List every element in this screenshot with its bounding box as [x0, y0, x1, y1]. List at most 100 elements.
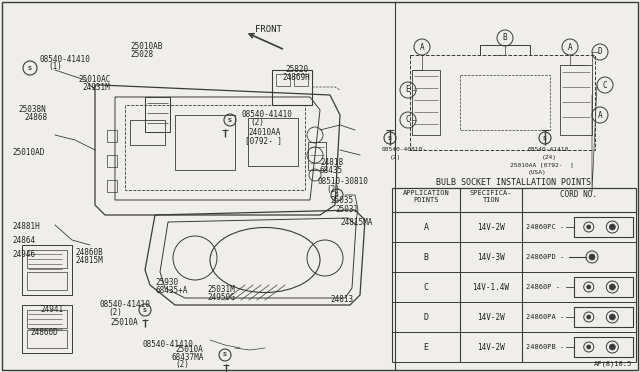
Bar: [22, 245, 72, 295]
Bar: [130, 120, 165, 145]
Bar: [308, 142, 326, 170]
Text: 68435+A: 68435+A: [155, 286, 188, 295]
Text: 08540-40810-: 08540-40810-: [382, 147, 427, 152]
Text: 24860P -: 24860P -: [526, 284, 560, 290]
Text: A: A: [424, 222, 429, 231]
Circle shape: [609, 284, 615, 290]
Text: [0792- ]: [0792- ]: [245, 136, 282, 145]
Text: 25930: 25930: [155, 278, 178, 287]
Text: 08510-30810: 08510-30810: [318, 177, 369, 186]
Text: D: D: [424, 312, 429, 321]
Text: SPECIFICA-
TION: SPECIFICA- TION: [470, 190, 512, 203]
Text: 25820: 25820: [285, 65, 308, 74]
Bar: [276, 74, 290, 86]
Text: 24813: 24813: [330, 295, 353, 304]
Circle shape: [609, 224, 615, 230]
Bar: [27, 330, 67, 348]
Text: 25010A: 25010A: [175, 345, 203, 354]
Bar: [27, 310, 67, 328]
Text: 68437MA: 68437MA: [172, 353, 204, 362]
Text: AP(8)10:5: AP(8)10:5: [594, 360, 632, 367]
Text: 14V-2W: 14V-2W: [477, 222, 505, 231]
Bar: [574, 337, 633, 357]
Text: S: S: [388, 135, 392, 141]
Bar: [294, 74, 308, 86]
Text: S: S: [28, 65, 32, 71]
Text: (24): (24): [542, 155, 557, 160]
Text: 25010AC: 25010AC: [78, 75, 110, 84]
Text: 08540-41410: 08540-41410: [242, 110, 293, 119]
Text: 08540-41410: 08540-41410: [40, 55, 91, 64]
Text: C: C: [424, 282, 429, 292]
Bar: [410, 55, 595, 150]
Text: 25031: 25031: [335, 205, 358, 214]
Bar: [574, 217, 633, 237]
Text: 68435: 68435: [320, 166, 343, 175]
Text: E: E: [406, 86, 410, 94]
Text: 08540-41410: 08540-41410: [100, 300, 151, 309]
Text: (2): (2): [175, 360, 189, 369]
Text: 24941: 24941: [40, 305, 63, 314]
Text: (2): (2): [108, 308, 122, 317]
Bar: [107, 130, 117, 142]
Text: 25035: 25035: [330, 196, 353, 205]
Text: 24860PD -: 24860PD -: [526, 254, 564, 260]
Bar: [248, 118, 298, 166]
Circle shape: [609, 344, 615, 350]
Text: (2): (2): [390, 155, 401, 160]
Text: S: S: [543, 135, 547, 141]
Text: 24950G: 24950G: [207, 293, 235, 302]
Text: B: B: [502, 33, 508, 42]
Text: B: B: [424, 253, 429, 262]
Text: 25028: 25028: [130, 50, 153, 59]
Text: 14V-3W: 14V-3W: [477, 253, 505, 262]
Circle shape: [587, 345, 591, 349]
Text: 24860D: 24860D: [30, 328, 58, 337]
Text: 24881H: 24881H: [12, 222, 40, 231]
Bar: [145, 97, 170, 132]
Text: CORD NO.: CORD NO.: [561, 190, 598, 199]
Text: A: A: [568, 42, 572, 51]
Text: 24815M: 24815M: [75, 256, 103, 265]
Text: C: C: [603, 80, 607, 90]
Text: 14V-2W: 14V-2W: [477, 312, 505, 321]
Bar: [107, 155, 117, 167]
Circle shape: [609, 314, 615, 320]
Text: 24860PC -: 24860PC -: [526, 224, 564, 230]
Bar: [460, 75, 550, 130]
Text: D: D: [598, 48, 602, 57]
Text: 25031M: 25031M: [207, 285, 235, 294]
Bar: [560, 65, 592, 135]
Text: 25010AB: 25010AB: [130, 42, 163, 51]
Text: S: S: [335, 192, 339, 198]
Bar: [412, 70, 440, 135]
Text: 24010AA: 24010AA: [248, 128, 280, 137]
Text: 25010A: 25010A: [110, 318, 138, 327]
Bar: [272, 70, 312, 105]
Text: 24868: 24868: [24, 113, 47, 122]
Circle shape: [587, 285, 591, 289]
Text: (USA): (USA): [528, 170, 547, 175]
Bar: [27, 250, 67, 268]
Text: 24860PA -: 24860PA -: [526, 314, 564, 320]
Text: APPLICATION
POINTS: APPLICATION POINTS: [403, 190, 449, 203]
Bar: [574, 307, 633, 327]
Text: 25010AD: 25010AD: [12, 148, 44, 157]
Text: (2): (2): [326, 185, 340, 194]
Text: S: S: [228, 118, 232, 122]
Text: S: S: [143, 308, 147, 312]
Circle shape: [587, 225, 591, 229]
Text: 25038N: 25038N: [18, 105, 45, 114]
Text: 25010AA [0792-  ]: 25010AA [0792- ]: [510, 162, 573, 167]
Text: 24815MA: 24815MA: [340, 218, 372, 227]
Bar: [22, 305, 72, 353]
Text: (1): (1): [48, 62, 62, 71]
Text: (2): (2): [250, 118, 264, 127]
Text: A: A: [598, 110, 602, 119]
Text: 24860PB -: 24860PB -: [526, 344, 564, 350]
Circle shape: [589, 254, 595, 260]
Text: 24860B: 24860B: [75, 248, 103, 257]
Bar: [107, 180, 117, 192]
Bar: [175, 115, 235, 170]
Text: S: S: [223, 353, 227, 357]
